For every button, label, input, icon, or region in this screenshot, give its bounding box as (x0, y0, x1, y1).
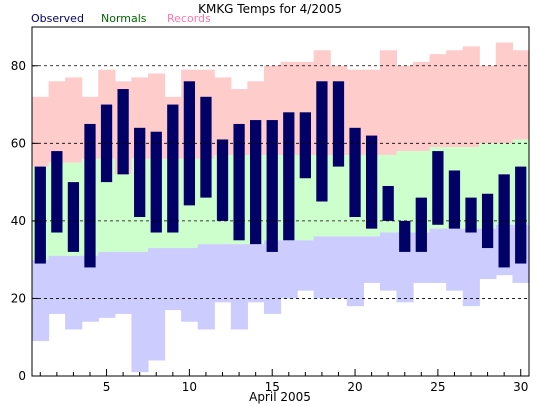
record-low-band (247, 244, 265, 303)
record-high-band (512, 50, 530, 140)
legend-records: Records (167, 12, 211, 25)
observed-bar (349, 127, 361, 218)
record-high-band (495, 42, 514, 144)
record-low-band (379, 232, 398, 291)
legend-observed: Observed (31, 12, 84, 25)
record-low-band (114, 251, 132, 314)
observed-bar (200, 96, 212, 198)
y-tick-label: 20 (11, 291, 26, 305)
x-tick-label: 30 (513, 380, 528, 394)
record-low-band (32, 259, 50, 342)
record-low-band (81, 255, 99, 322)
y-tick-label: 60 (11, 136, 26, 150)
observed-bar (465, 197, 477, 233)
observed-bar (415, 197, 427, 252)
observed-bar (432, 151, 444, 225)
record-low-band (429, 228, 447, 283)
record-low-band (230, 244, 248, 330)
record-low-band (280, 240, 298, 299)
observed-bar (84, 123, 96, 268)
observed-bar (233, 123, 245, 241)
x-tick-label: 25 (430, 380, 445, 394)
record-low-band (48, 255, 66, 314)
observed-bar (216, 139, 229, 221)
observed-bar (34, 166, 46, 264)
observed-bar (283, 112, 295, 241)
record-high-band (48, 81, 66, 163)
gridlines (32, 65, 529, 299)
record-low-band (164, 248, 182, 311)
record-high-band (379, 50, 398, 155)
record-low-band (65, 255, 83, 330)
observed-bar (316, 81, 328, 202)
x-tick-label: 5 (103, 380, 111, 394)
record-low-band (214, 244, 232, 303)
observed-bar (515, 166, 527, 264)
observed-bar (167, 104, 179, 233)
observed-bar (365, 135, 378, 229)
record-low-band (330, 236, 348, 299)
record-high-band (396, 65, 414, 152)
x-tick-label: 10 (182, 380, 197, 394)
observed-bar (117, 89, 129, 175)
y-tick-label: 80 (11, 59, 26, 73)
record-low-band (147, 248, 166, 361)
axis-ticks: 5 10 15 20 25 30 0 20 40 60 80 (11, 59, 529, 394)
record-low-band (363, 236, 381, 283)
record-high-band (462, 46, 480, 148)
observed-bar (332, 81, 345, 167)
record-high-band (479, 65, 497, 144)
record-low-band (313, 236, 331, 299)
record-low-band (131, 251, 149, 373)
observed-bar (150, 131, 162, 233)
normal-range-band (330, 154, 348, 237)
x-tick-label: 20 (347, 380, 362, 394)
record-high-band (446, 50, 464, 148)
observed-bar (448, 170, 461, 229)
y-tick-label: 0 (18, 369, 26, 383)
record-low-band (197, 244, 215, 330)
observed-bar (498, 174, 510, 268)
record-low-band (181, 248, 199, 322)
record-high-band (413, 61, 431, 152)
observed-bar (51, 151, 63, 233)
observed-bar (67, 182, 80, 252)
observed-bar (134, 127, 146, 218)
observed-bar (266, 120, 278, 252)
record-high-band (363, 69, 381, 155)
record-high-band (65, 77, 83, 163)
chart-title: KMKG Temps for 4/2005 (198, 2, 342, 16)
record-high-band (32, 96, 50, 167)
observed-bar (481, 193, 494, 249)
record-high-band (214, 77, 232, 155)
record-high-band (429, 54, 447, 148)
record-low-band (346, 236, 364, 307)
observed-bar (382, 185, 394, 221)
observed-bar (399, 220, 411, 252)
normal-range-band (396, 151, 414, 233)
record-low-band (98, 251, 116, 318)
record-low-band (263, 240, 282, 314)
x-tick-label: 15 (265, 380, 280, 394)
record-low-band (462, 228, 480, 307)
y-tick-label: 40 (11, 214, 26, 228)
normal-range-band (114, 174, 132, 252)
legend-normals: Normals (101, 12, 147, 25)
plot-frame (31, 26, 530, 377)
observed-bar (250, 120, 262, 245)
observed-bar (299, 112, 311, 179)
x-axis-label: April 2005 (249, 390, 311, 404)
record-low-band (446, 228, 464, 291)
plot-area (32, 42, 530, 373)
record-low-band (297, 240, 315, 291)
